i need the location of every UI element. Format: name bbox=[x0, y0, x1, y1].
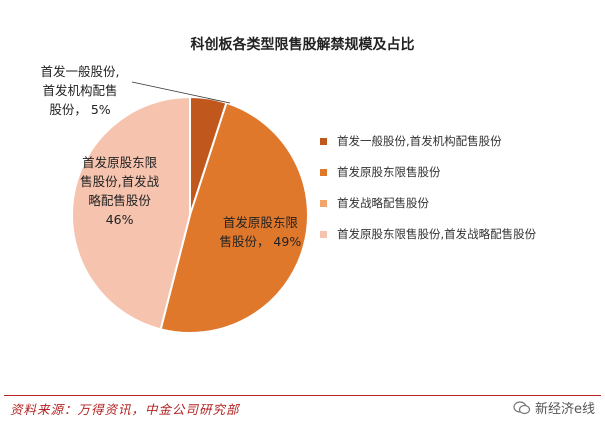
legend-item: 首发原股东限售股份 bbox=[320, 164, 600, 181]
legend-item: 首发战略配售股份 bbox=[320, 195, 600, 212]
legend-label: 首发原股东限售股份,首发战略配售股份 bbox=[337, 227, 537, 241]
source-note: 资料来源：万得资讯，中金公司研究部 bbox=[10, 402, 240, 417]
slice-label: 首发原股东限售股份， 49% bbox=[219, 215, 301, 249]
wechat-icon bbox=[513, 400, 531, 414]
legend-label: 首发原股东限售股份 bbox=[337, 165, 441, 179]
pie-chart: 首发一般股份,首发机构配售股份， 5% 首发原股东限售股份， 49% 首发原股东限售… bbox=[41, 64, 309, 334]
watermark-text: 新经济e线 bbox=[535, 402, 595, 417]
legend-swatch bbox=[320, 169, 327, 176]
legend-item: 首发原股东限售股份,首发战略配售股份 bbox=[320, 226, 600, 243]
slice-label: 首发原股东限售股份,首发战略配售股份 46% bbox=[80, 155, 159, 227]
legend-label: 首发一般股份,首发机构配售股份 bbox=[337, 134, 502, 148]
footer-divider bbox=[4, 395, 601, 396]
legend-swatch bbox=[320, 231, 327, 238]
chart-title: 科创板各类型限售股解禁规模及占比 bbox=[190, 37, 415, 53]
leader-line bbox=[131, 81, 231, 104]
legend-swatch bbox=[320, 138, 327, 145]
pie-slice bbox=[159, 101, 309, 334]
legend-swatch bbox=[320, 200, 327, 207]
watermark: 新经济e线 bbox=[513, 398, 595, 417]
slice-label: 首发一般股份,首发机构配售股份， 5% bbox=[41, 64, 120, 117]
chart-legend: 首发一般股份,首发机构配售股份 首发原股东限售股份 首发战略配售股份 首发原股东… bbox=[320, 133, 600, 257]
legend-item: 首发一般股份,首发机构配售股份 bbox=[320, 133, 600, 150]
legend-label: 首发战略配售股份 bbox=[337, 196, 429, 210]
pie-slice bbox=[71, 95, 191, 331]
